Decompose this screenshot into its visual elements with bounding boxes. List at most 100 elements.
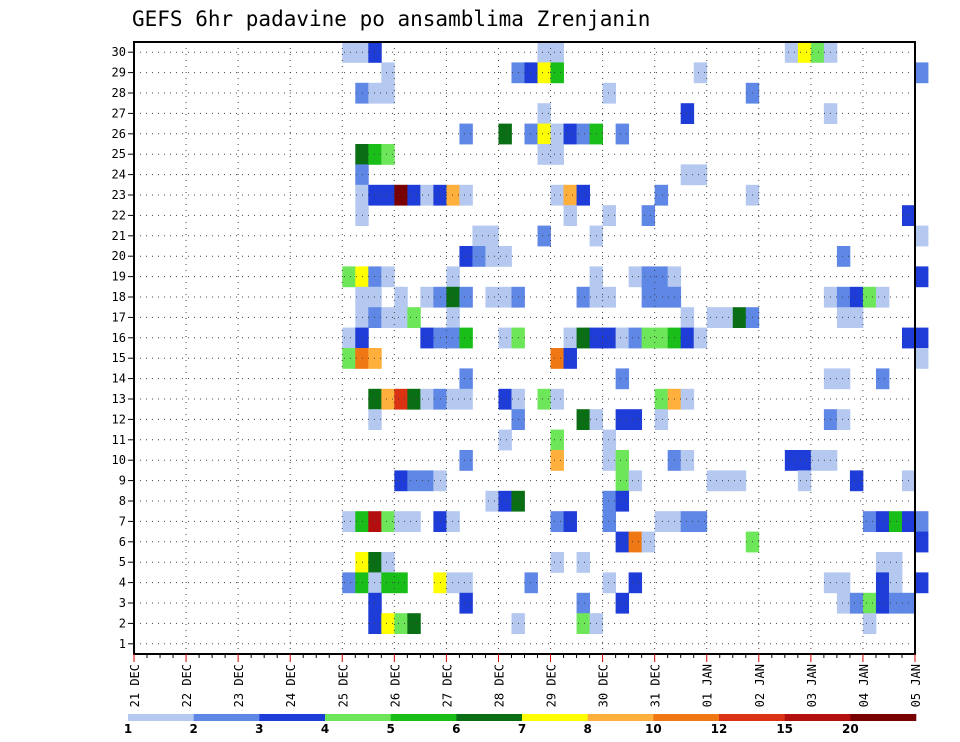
heatmap-cell (368, 552, 382, 573)
colorbar-label: 12 (711, 722, 728, 736)
heatmap-cell (862, 613, 877, 634)
y-tick-label: 7 (119, 514, 126, 528)
heatmap-cell (355, 184, 369, 206)
y-tick-label: 16 (112, 331, 126, 345)
heatmap-cell (472, 225, 486, 247)
colorbar-segment (784, 714, 851, 721)
y-tick-label: 18 (112, 290, 126, 304)
heatmap-cell (680, 388, 695, 410)
y-tick-label: 6 (119, 535, 126, 549)
y-tick-label: 1 (119, 637, 126, 651)
heatmap-cell (459, 246, 473, 267)
heatmap-cell (810, 42, 825, 63)
heatmap-cell (576, 552, 590, 573)
heatmap-cell (381, 62, 395, 84)
heatmap-cell (784, 450, 799, 471)
heatmap-cell (459, 184, 473, 206)
y-tick-label: 30 (112, 45, 126, 59)
colorbar-segment (390, 714, 457, 721)
heatmap-cell (862, 286, 877, 308)
y-tick-label: 13 (112, 392, 126, 406)
heatmap-cell (550, 42, 564, 63)
heatmap-cell (355, 164, 369, 186)
grid-lines (134, 42, 915, 654)
heatmap-cell (368, 144, 382, 165)
heatmap-cell (693, 511, 708, 532)
heatmap-cell (368, 409, 382, 430)
heatmap-cell (524, 572, 538, 594)
colorbar-label: 2 (189, 722, 197, 736)
heatmap-cell (368, 511, 382, 532)
heatmap-cell (550, 62, 564, 84)
heatmap-cell (550, 429, 564, 451)
heatmap-cell (459, 450, 473, 471)
x-tick-label: 26 DEC (388, 664, 402, 707)
heatmap-cell (615, 409, 630, 430)
heatmap-cell (381, 511, 395, 532)
heatmap-cell (407, 470, 421, 492)
heatmap-cell (602, 205, 617, 226)
heatmap-cell (394, 184, 408, 206)
heatmap-cell (368, 307, 382, 328)
y-tick-label: 25 (112, 147, 126, 161)
heatmap-cell (407, 388, 421, 410)
heatmap-cell (732, 470, 747, 492)
colorbar-label: 5 (386, 722, 394, 736)
heatmap-cell (576, 592, 590, 614)
heatmap-cell (407, 184, 421, 206)
colorbar-label: 7 (518, 722, 526, 736)
x-tick-label: 23 DEC (232, 664, 246, 707)
heatmap-cell (875, 552, 890, 573)
heatmap-cell (836, 572, 851, 594)
heatmap-cell (368, 82, 382, 104)
heatmap-cell (550, 144, 564, 165)
heatmap-cell (394, 613, 408, 634)
y-tick-label: 19 (112, 270, 126, 284)
heatmap-cell (641, 205, 656, 226)
heatmap-cell (498, 490, 512, 512)
heatmap-cell (693, 62, 708, 84)
heatmap-cell (706, 470, 721, 492)
heatmap-cell (524, 62, 538, 84)
heatmap-cell (394, 511, 408, 532)
heatmap-cell (563, 184, 577, 206)
heatmap-cell (602, 572, 617, 594)
heatmap-cell (459, 572, 473, 594)
heatmap-cell (836, 286, 851, 308)
heatmap-cell (888, 511, 903, 532)
heatmap-cell (381, 388, 395, 410)
heatmap-cell (459, 368, 473, 390)
colorbar-label: 1 (124, 722, 132, 736)
y-tick-label: 8 (119, 494, 126, 508)
heatmap-cell (576, 409, 590, 430)
heatmap-cell (810, 450, 825, 471)
heatmap-cell (342, 327, 356, 349)
x-tick-label: 24 DEC (284, 664, 298, 707)
heatmap-cell (862, 592, 877, 614)
heatmap-cell (368, 592, 382, 614)
heatmap-cell (563, 348, 577, 369)
heatmap-cell (628, 470, 643, 492)
heatmap-cell (654, 409, 669, 430)
heatmap-cell (915, 225, 929, 247)
heatmap-cell (628, 531, 643, 553)
heatmap-cell (680, 327, 695, 349)
heatmap-cell (368, 184, 382, 206)
heatmap-cell (355, 144, 369, 165)
x-tick-label: 22 DEC (180, 664, 194, 707)
heatmap-cell (641, 531, 656, 553)
heatmap-cell (485, 490, 499, 512)
heatmap-cell (446, 184, 460, 206)
heatmap-cell (381, 82, 395, 104)
x-tick-label: 25 DEC (336, 664, 350, 707)
y-tick-label: 11 (112, 433, 126, 447)
y-tick-label: 28 (112, 86, 126, 100)
heatmap-cell (446, 388, 460, 410)
y-tick-label: 3 (119, 596, 126, 610)
y-tick-label: 21 (112, 229, 126, 243)
heatmap-cell (368, 42, 382, 63)
heatmap-cell (915, 572, 929, 594)
colorbar-label: 10 (645, 722, 662, 736)
heatmap-cell (680, 511, 695, 532)
colorbar-segment (259, 714, 326, 721)
